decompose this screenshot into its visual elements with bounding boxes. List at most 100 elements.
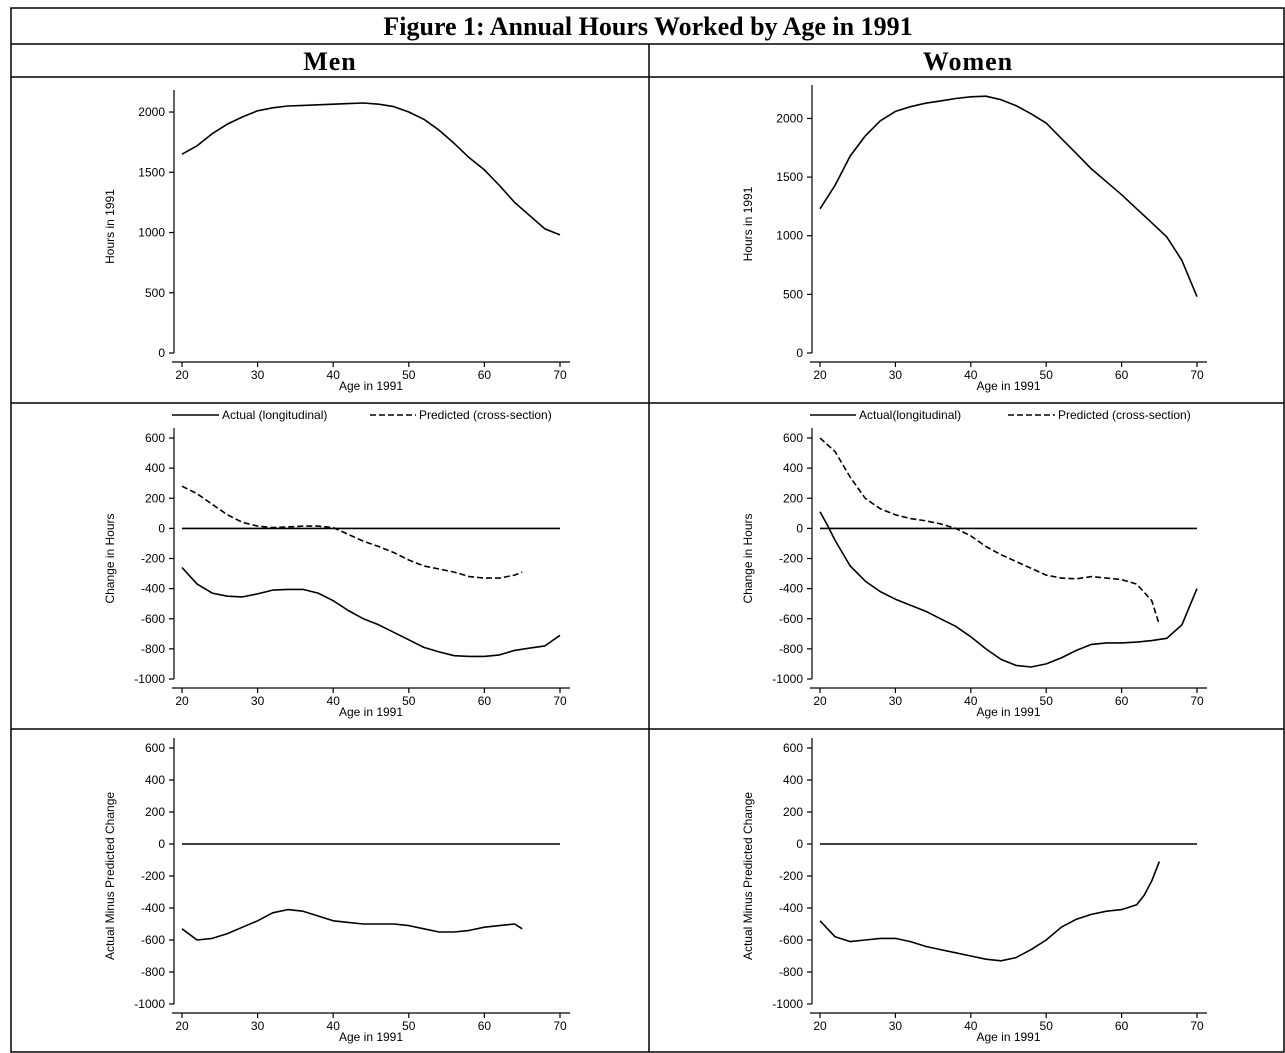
y-tick-label: 400 bbox=[145, 461, 165, 475]
y-tick-label: 400 bbox=[783, 773, 803, 787]
y-tick-label: 2000 bbox=[138, 105, 165, 119]
axes bbox=[807, 428, 1207, 693]
y-tick-label: 600 bbox=[783, 431, 803, 445]
x-tick-label: 50 bbox=[402, 1019, 416, 1033]
x-axis-label: Age in 1991 bbox=[339, 379, 403, 393]
legend-label-predicted: Predicted (cross-section) bbox=[1058, 408, 1191, 422]
x-tick-label: 70 bbox=[553, 694, 567, 708]
x-tick-label: 60 bbox=[478, 1019, 492, 1033]
panel-women-hours: 0 500 1000 1500 2000 20 30 40 50 60 70 Age in 1991 H… bbox=[741, 85, 1207, 393]
y-tick-label: -200 bbox=[141, 552, 165, 566]
series-line-predicted bbox=[819, 437, 1161, 626]
y-tick-label: -200 bbox=[779, 869, 803, 883]
x-tick-label: 20 bbox=[813, 368, 827, 382]
x-tick-label: 50 bbox=[1040, 694, 1054, 708]
column-header-women: Women bbox=[923, 47, 1013, 76]
axes bbox=[807, 738, 1207, 1018]
x-tick-label: 70 bbox=[1190, 368, 1204, 382]
x-tick-label: 20 bbox=[813, 1019, 827, 1033]
x-tick-label: 30 bbox=[251, 694, 265, 708]
y-axis-label: Hours in 1991 bbox=[103, 189, 117, 264]
panel-women-diff: -1000 -800 -600 -400 -200 0 200 400 600 20 30 40 50 6… bbox=[741, 738, 1207, 1044]
y-tick-label: 0 bbox=[796, 346, 803, 360]
y-tick-label: 0 bbox=[796, 837, 803, 851]
y-tick-label: 500 bbox=[783, 287, 803, 301]
y-axis-label: Actual Minus Predicted Change bbox=[103, 792, 117, 960]
x-axis-label: Age in 1991 bbox=[339, 1030, 403, 1044]
series-line-actual bbox=[181, 566, 561, 658]
x-tick-label: 60 bbox=[1115, 694, 1129, 708]
y-axis-label: Hours in 1991 bbox=[741, 186, 755, 261]
x-tick-label: 20 bbox=[175, 1019, 189, 1033]
y-tick-label: 1500 bbox=[776, 170, 803, 184]
y-tick-label: 0 bbox=[158, 837, 165, 851]
series-line-actual bbox=[819, 95, 1198, 298]
axes bbox=[169, 428, 570, 693]
x-tick-label: 60 bbox=[1115, 368, 1129, 382]
y-tick-label: -800 bbox=[779, 642, 803, 656]
y-tick-label: -800 bbox=[779, 965, 803, 979]
y-tick-label: 1000 bbox=[138, 226, 165, 240]
x-axis-label: Age in 1991 bbox=[976, 1030, 1040, 1044]
legend-label-predicted: Predicted (cross-section) bbox=[419, 408, 552, 422]
x-tick-label: 70 bbox=[1190, 1019, 1204, 1033]
y-tick-label: 600 bbox=[783, 741, 803, 755]
x-tick-label: 40 bbox=[964, 368, 978, 382]
y-tick-label: -200 bbox=[779, 552, 803, 566]
axes bbox=[807, 85, 1207, 367]
y-tick-label: -600 bbox=[779, 612, 803, 626]
y-tick-label: 200 bbox=[145, 805, 165, 819]
y-axis-label: Change in Hours bbox=[741, 513, 755, 603]
panel-women-change: -1000 -800 -600 -400 -200 0 200 400 600 20 30 40 50 6… bbox=[741, 408, 1207, 719]
y-tick-label: -200 bbox=[141, 869, 165, 883]
x-tick-label: 40 bbox=[964, 694, 978, 708]
x-tick-label: 40 bbox=[327, 1019, 341, 1033]
x-axis-label: Age in 1991 bbox=[976, 379, 1040, 393]
x-tick-label: 20 bbox=[175, 368, 189, 382]
y-tick-label: -400 bbox=[141, 901, 165, 915]
y-tick-label: -600 bbox=[141, 612, 165, 626]
figure-title: Figure 1: Annual Hours Worked by Age in … bbox=[383, 12, 912, 41]
y-tick-label: -1000 bbox=[772, 997, 803, 1011]
outer-border bbox=[10, 7, 1285, 1053]
x-tick-label: 30 bbox=[889, 368, 903, 382]
column-header-men: Men bbox=[303, 47, 357, 76]
y-tick-label: 500 bbox=[145, 286, 165, 300]
x-tick-label: 50 bbox=[402, 694, 416, 708]
legend-label-actual: Actual (longitudinal) bbox=[222, 408, 327, 422]
series-line-actual bbox=[181, 102, 561, 236]
y-tick-label: -400 bbox=[779, 582, 803, 596]
x-tick-label: 50 bbox=[402, 368, 416, 382]
series-line-predicted bbox=[181, 485, 523, 579]
x-tick-label: 60 bbox=[478, 694, 492, 708]
y-tick-label: 0 bbox=[158, 346, 165, 360]
y-axis-label: Actual Minus Predicted Change bbox=[741, 792, 755, 960]
y-tick-label: -400 bbox=[141, 582, 165, 596]
axes bbox=[169, 90, 570, 367]
y-tick-label: -600 bbox=[779, 933, 803, 947]
x-tick-label: 30 bbox=[251, 1019, 265, 1033]
y-axis-label: Change in Hours bbox=[103, 513, 117, 603]
panel-men-diff: -1000 -800 -600 -400 -200 0 200 400 600 20 30 40 50 6… bbox=[103, 738, 570, 1044]
x-tick-label: 40 bbox=[327, 694, 341, 708]
x-tick-label: 20 bbox=[813, 694, 827, 708]
y-tick-label: 0 bbox=[796, 521, 803, 535]
y-tick-label: 200 bbox=[145, 491, 165, 505]
x-tick-label: 40 bbox=[327, 368, 341, 382]
x-tick-label: 50 bbox=[1040, 368, 1054, 382]
y-tick-label: 600 bbox=[145, 431, 165, 445]
x-tick-label: 60 bbox=[478, 368, 492, 382]
panel-men-change: -1000 -800 -600 -400 -200 0 200 400 600 20 30 40 50 6… bbox=[103, 408, 570, 719]
series-line-actual bbox=[819, 861, 1161, 962]
x-tick-label: 30 bbox=[889, 1019, 903, 1033]
x-axis-label: Age in 1991 bbox=[339, 705, 403, 719]
y-tick-label: 0 bbox=[158, 521, 165, 535]
x-tick-label: 30 bbox=[889, 694, 903, 708]
y-tick-label: 2000 bbox=[776, 111, 803, 125]
x-axis-label: Age in 1991 bbox=[976, 705, 1040, 719]
y-tick-label: 400 bbox=[145, 773, 165, 787]
y-tick-label: 400 bbox=[783, 461, 803, 475]
axes bbox=[169, 738, 570, 1018]
x-tick-label: 50 bbox=[1040, 1019, 1054, 1033]
